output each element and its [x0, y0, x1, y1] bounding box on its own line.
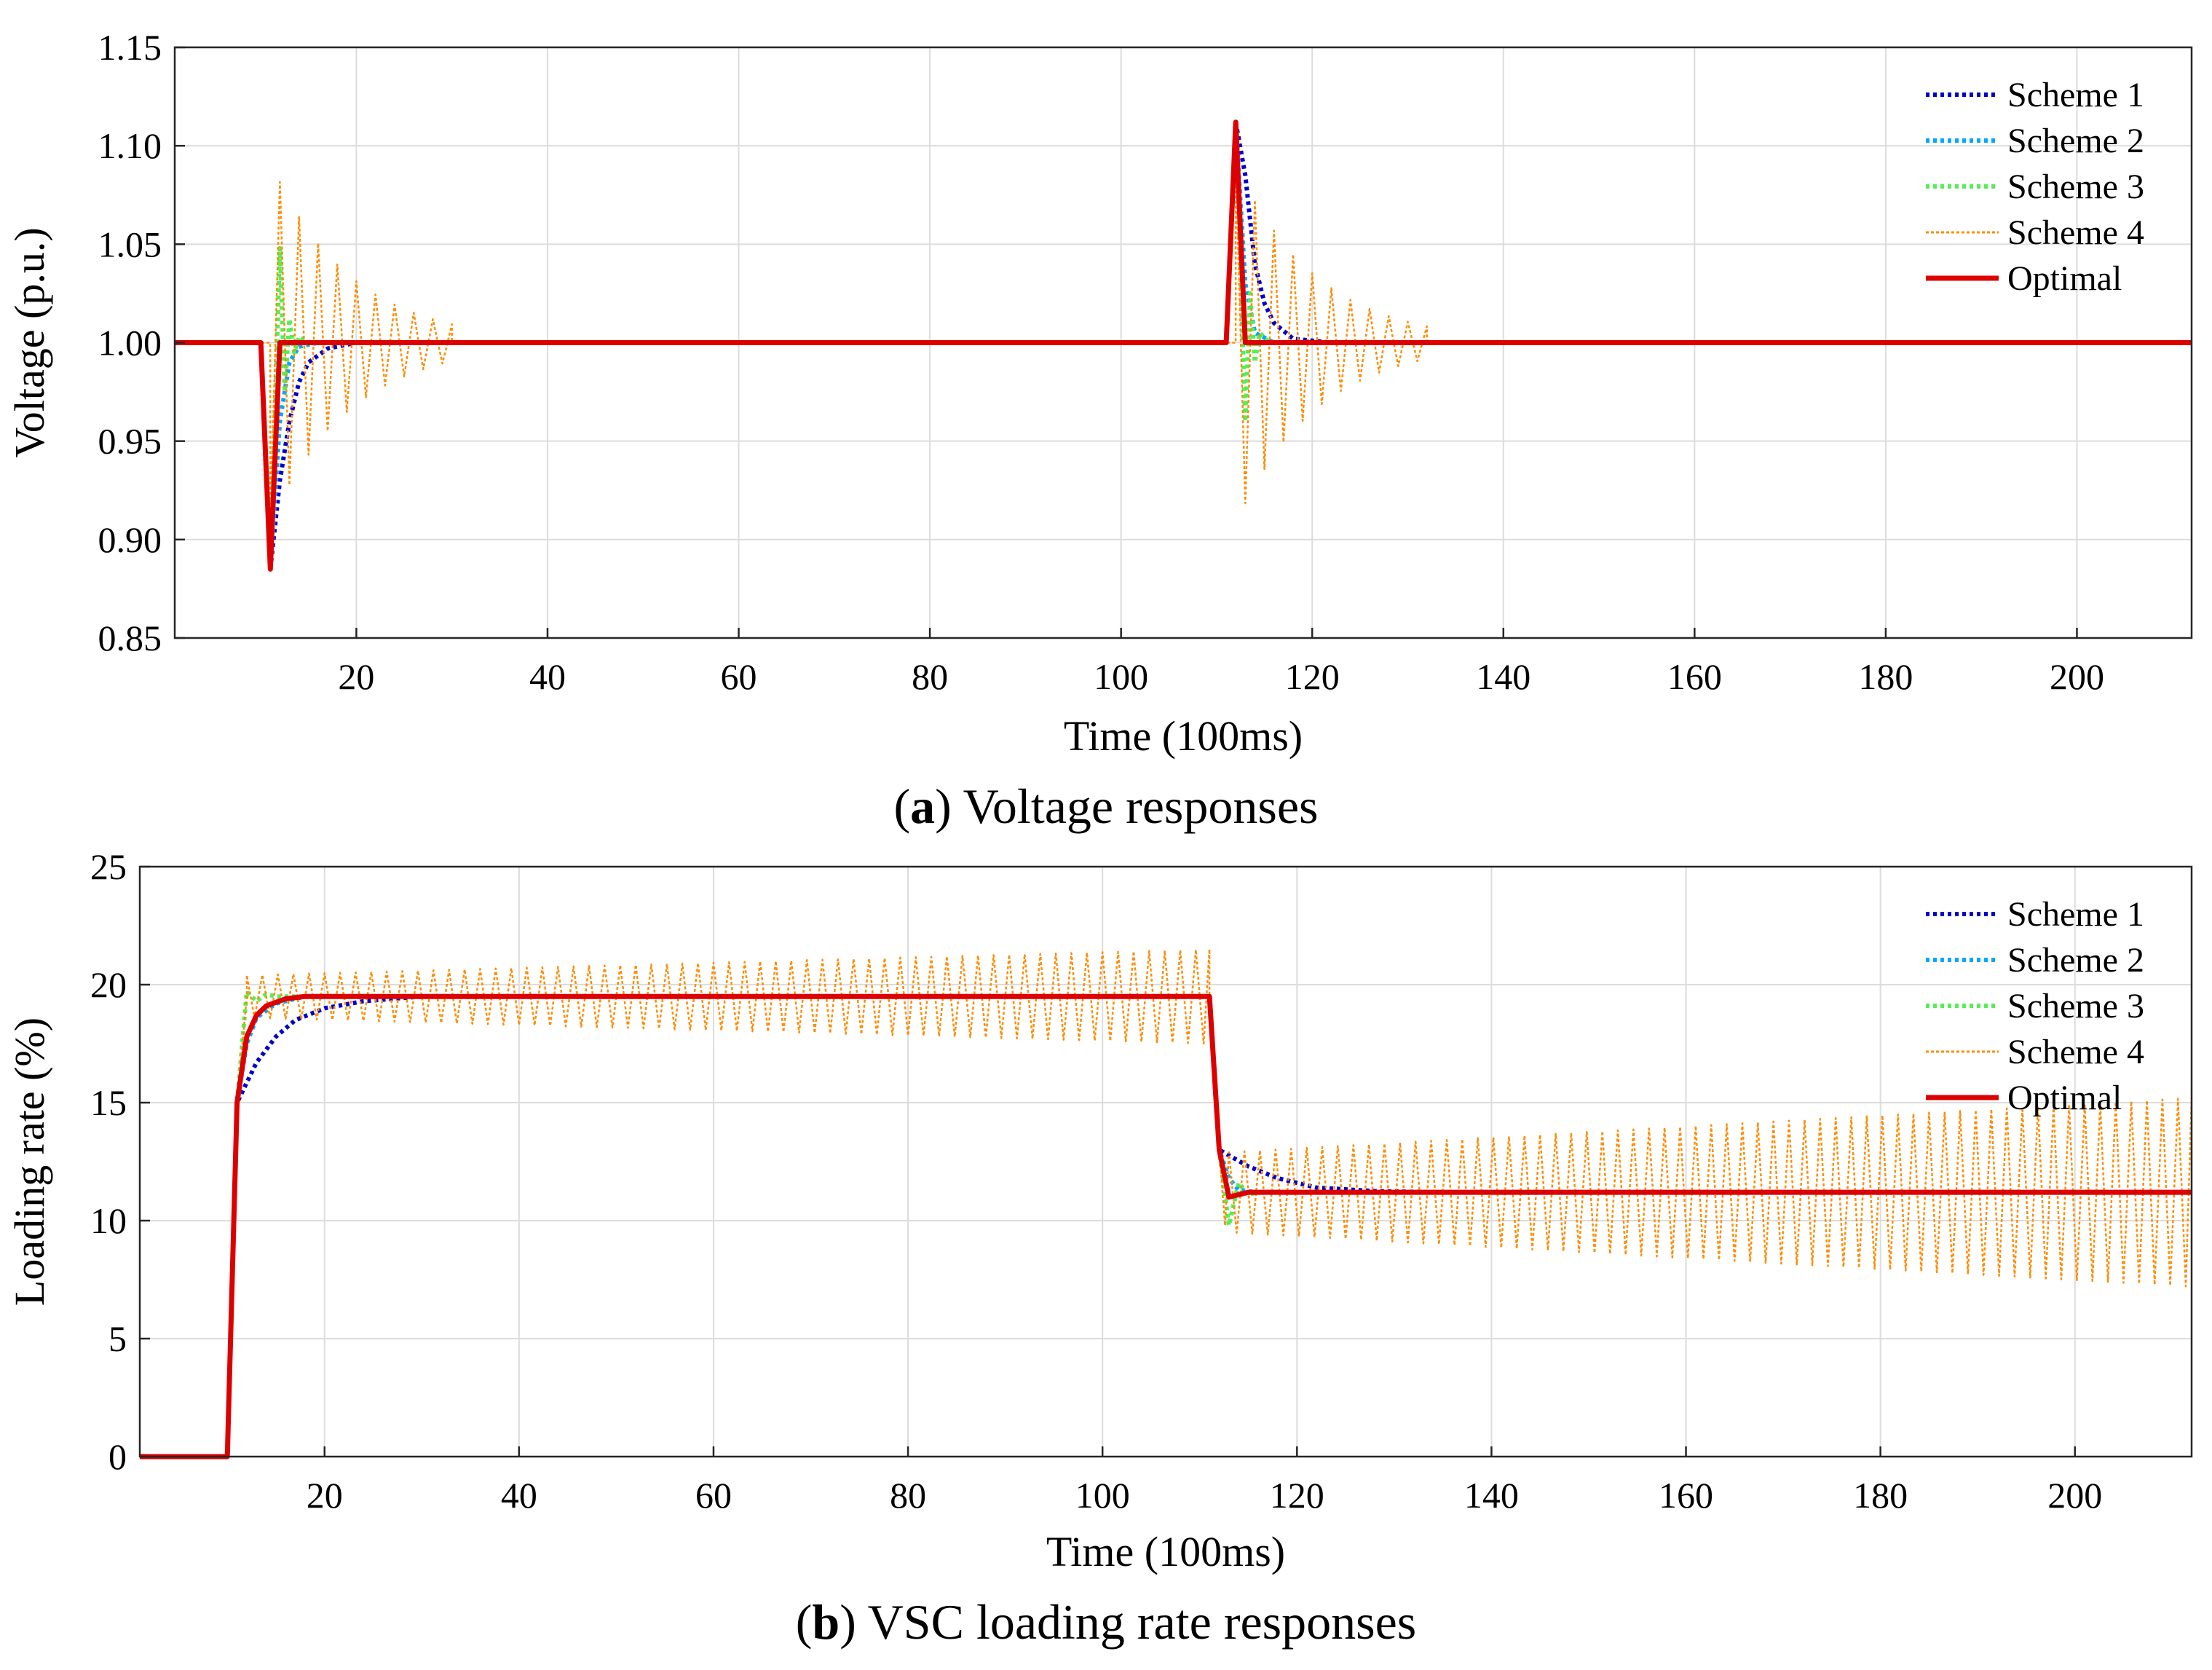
legend-label: Scheme 4	[2007, 1033, 2144, 1071]
y-tick-label: 1.05	[98, 224, 162, 264]
panel-b-caption-letter: b	[812, 1594, 840, 1650]
legend-label: Scheme 1	[2007, 76, 2144, 114]
y-tick-label: 1.00	[98, 323, 162, 363]
legend-label: Scheme 2	[2007, 941, 2144, 980]
panel-b-ticks: 20 40 60 80 100 120 140 160 180 200 0 5 10 15 20 25	[90, 846, 2102, 1516]
x-tick-label: 120	[1270, 1475, 1324, 1516]
panel-a-caption-text: ) Voltage responses	[935, 779, 1318, 834]
y-tick-label: 0.95	[98, 421, 162, 462]
y-tick-label: 20	[90, 964, 127, 1005]
x-tick-label: 40	[529, 656, 566, 697]
panel-b-y-axis-title: Loading rate (%)	[6, 1017, 53, 1306]
legend-label: Scheme 3	[2007, 987, 2144, 1025]
x-tick-label: 20	[307, 1475, 343, 1516]
series-line-scheme-2	[140, 994, 2192, 1459]
panel-a-ticks: 20 40 60 80 100 120 140 160 180 200 0.85 0.90 0.95 1.…	[98, 27, 2104, 697]
x-tick-label: 120	[1285, 656, 1340, 697]
x-tick-label: 180	[1853, 1475, 1908, 1516]
y-tick-label: 0	[108, 1436, 127, 1477]
legend-label: Optimal	[2007, 259, 2122, 298]
x-tick-label: 80	[890, 1475, 926, 1516]
legend-label: Scheme 4	[2007, 213, 2144, 252]
panel-b-loading-rate-chart: 20 40 60 80 100 120 140 160 180 200 0 5 10 15 20 25 Tim…	[6, 846, 2193, 1650]
panel-a-caption-letter: a	[910, 779, 935, 834]
series-line-scheme-1	[175, 119, 2192, 572]
x-tick-label: 60	[695, 1475, 732, 1516]
panel-a-voltage-chart: 20 40 60 80 100 120 140 160 180 200 0.85 0.90 0.95 1.…	[6, 27, 2193, 834]
legend-label: Scheme 3	[2007, 168, 2144, 206]
panel-b-frame	[138, 865, 2193, 1458]
x-tick-label: 160	[1667, 656, 1722, 697]
x-tick-label: 40	[501, 1475, 537, 1516]
panel-a-x-axis-title: Time (100ms)	[1064, 712, 1303, 760]
panel-b-caption-text: ) VSC loading rate responses	[840, 1594, 1416, 1650]
panel-a-legend: Scheme 1 Scheme 2 Scheme 3 Scheme 4 Optimal	[1926, 76, 2144, 298]
y-tick-label: 0.90	[98, 519, 162, 560]
series-line-optimal	[175, 119, 2192, 572]
panel-b-series	[140, 948, 2193, 1460]
legend-label: Scheme 2	[2007, 122, 2144, 160]
x-tick-label: 100	[1075, 1475, 1130, 1516]
panel-a-series	[175, 119, 2192, 572]
y-tick-label: 15	[90, 1082, 127, 1123]
series-line-scheme-4	[175, 160, 2192, 525]
series-line-scheme-2	[175, 119, 2192, 572]
y-tick-label: 25	[90, 846, 127, 887]
series-line-scheme-4	[140, 948, 2193, 1458]
x-tick-label: 80	[912, 656, 948, 697]
legend-label: Optimal	[2007, 1079, 2122, 1117]
series-line-scheme-1	[140, 994, 2192, 1459]
x-tick-label: 100	[1094, 656, 1148, 697]
x-tick-label: 140	[1476, 656, 1530, 697]
panel-a-y-axis-title: Voltage (p.u.)	[6, 227, 53, 457]
x-tick-label: 180	[1858, 656, 1913, 697]
x-tick-label: 140	[1464, 1475, 1519, 1516]
x-tick-label: 200	[2047, 1475, 2102, 1516]
series-line-optimal	[140, 993, 2192, 1460]
legend-label: Scheme 1	[2007, 895, 2144, 934]
panel-b-x-axis-title: Time (100ms)	[1046, 1528, 1285, 1575]
x-tick-label: 160	[1659, 1475, 1713, 1516]
series-line-scheme-3	[175, 119, 2192, 572]
x-tick-label: 60	[721, 656, 757, 697]
panel-b-caption: (b) VSC loading rate responses	[796, 1594, 1416, 1650]
x-tick-label: 20	[338, 656, 374, 697]
y-tick-label: 1.10	[98, 125, 162, 166]
y-tick-label: 1.15	[98, 27, 162, 68]
panel-a-caption: (a) Voltage responses	[894, 779, 1319, 834]
panel-b-legend: Scheme 1 Scheme 2 Scheme 3 Scheme 4 Optimal	[1926, 895, 2144, 1117]
y-tick-label: 5	[108, 1318, 127, 1359]
x-tick-label: 200	[2050, 656, 2104, 697]
y-tick-label: 10	[90, 1200, 127, 1241]
y-tick-label: 0.85	[98, 618, 162, 658]
series-line-scheme-3	[140, 989, 2192, 1459]
